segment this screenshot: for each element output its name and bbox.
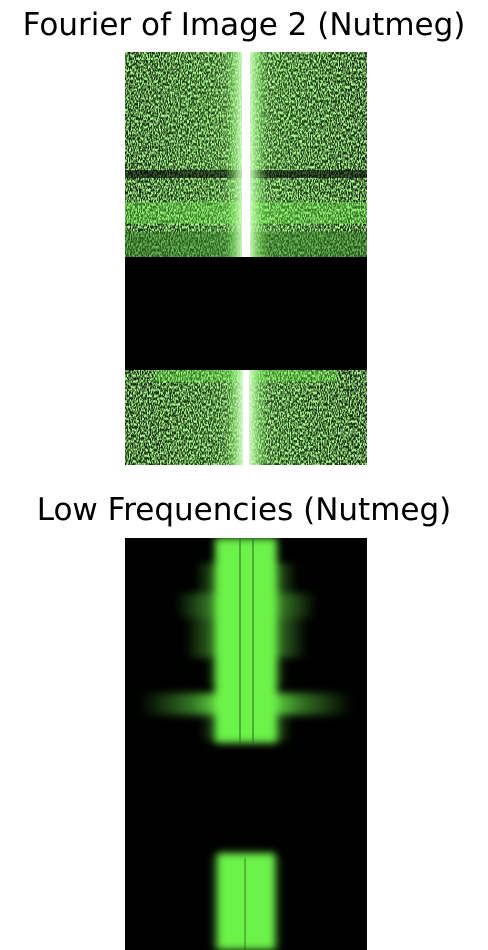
- figure-title-low-frequencies: Low Frequencies (Nutmeg): [0, 490, 488, 530]
- fourier-spectrum-image: [125, 52, 367, 465]
- figure-title-fourier: Fourier of Image 2 (Nutmeg): [0, 5, 488, 45]
- low-frequencies-image: [125, 538, 367, 950]
